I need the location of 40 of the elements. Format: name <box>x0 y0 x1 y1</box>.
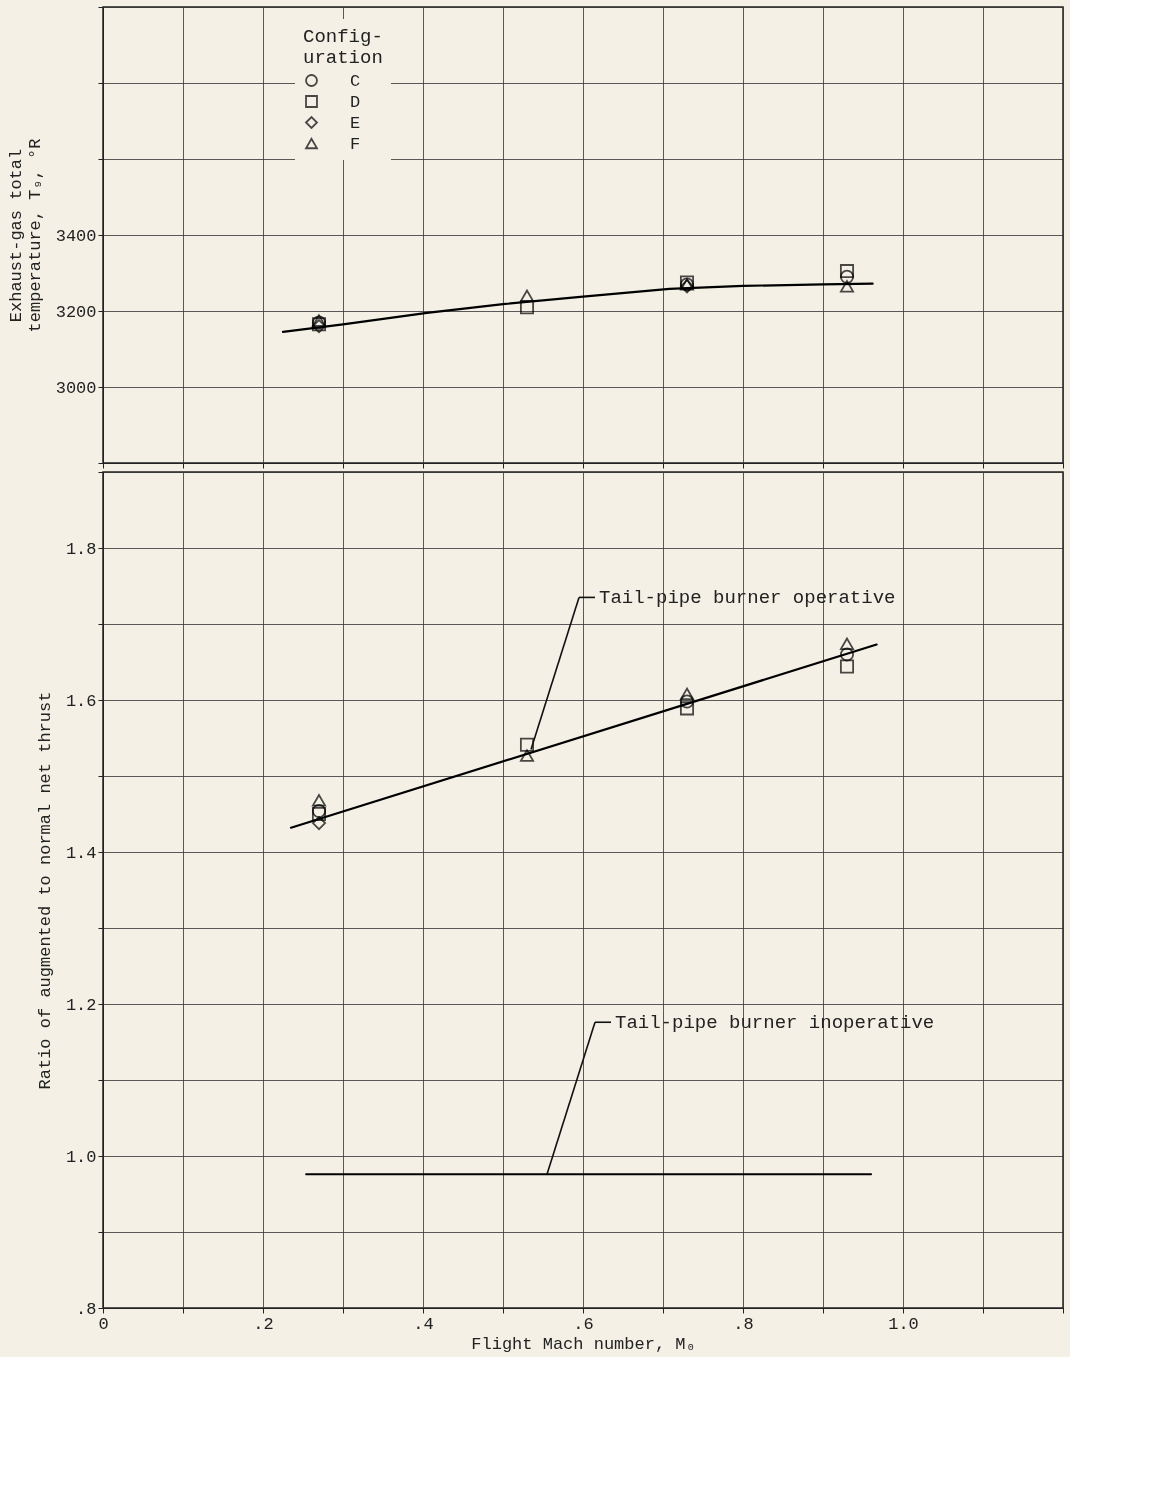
x-tick-label: 0 <box>98 1314 109 1334</box>
point <box>839 264 855 279</box>
x-tick-label: .4 <box>413 1314 434 1334</box>
y-tick-label: 1.0 <box>65 1147 97 1167</box>
x-tick-label: .8 <box>733 1314 754 1334</box>
y-tick-label: 3000 <box>55 378 97 398</box>
point <box>839 647 855 662</box>
point <box>839 280 855 293</box>
point <box>519 289 535 302</box>
point <box>839 269 855 284</box>
y-tick-label: 3400 <box>55 226 97 246</box>
y-axis-title: Exhaust-gas total temperature, T₉, °R <box>6 138 45 333</box>
y-tick-label: 1.4 <box>65 843 97 863</box>
y-tick-label: .8 <box>76 1299 97 1319</box>
point <box>519 300 535 315</box>
y-tick-label: 3200 <box>55 302 97 322</box>
x-tick-label: 1.0 <box>888 1314 919 1334</box>
point <box>679 701 695 716</box>
point <box>839 659 855 674</box>
point <box>519 737 535 752</box>
y-axis-title: Ratio of augmented to normal net thrust <box>35 691 55 1090</box>
point <box>311 816 327 831</box>
point <box>679 687 695 701</box>
point <box>679 694 695 709</box>
y-tick-label: 1.8 <box>65 539 97 559</box>
x-axis-title: Flight Mach number, M₀ <box>471 1334 696 1354</box>
legend-label: C <box>350 71 361 91</box>
legend-label: D <box>350 92 361 112</box>
x-tick-label: .2 <box>253 1314 274 1334</box>
y-tick-label: 1.2 <box>65 995 97 1015</box>
point <box>519 749 535 762</box>
point <box>311 803 327 818</box>
legend-title: Config- uration <box>303 26 383 69</box>
point <box>311 794 327 807</box>
legend-label: F <box>350 134 361 154</box>
x-tick-label: .6 <box>573 1314 594 1334</box>
legend-label: E <box>350 113 361 133</box>
point <box>839 637 855 650</box>
y-tick-label: 1.6 <box>65 691 97 711</box>
point <box>311 806 327 822</box>
